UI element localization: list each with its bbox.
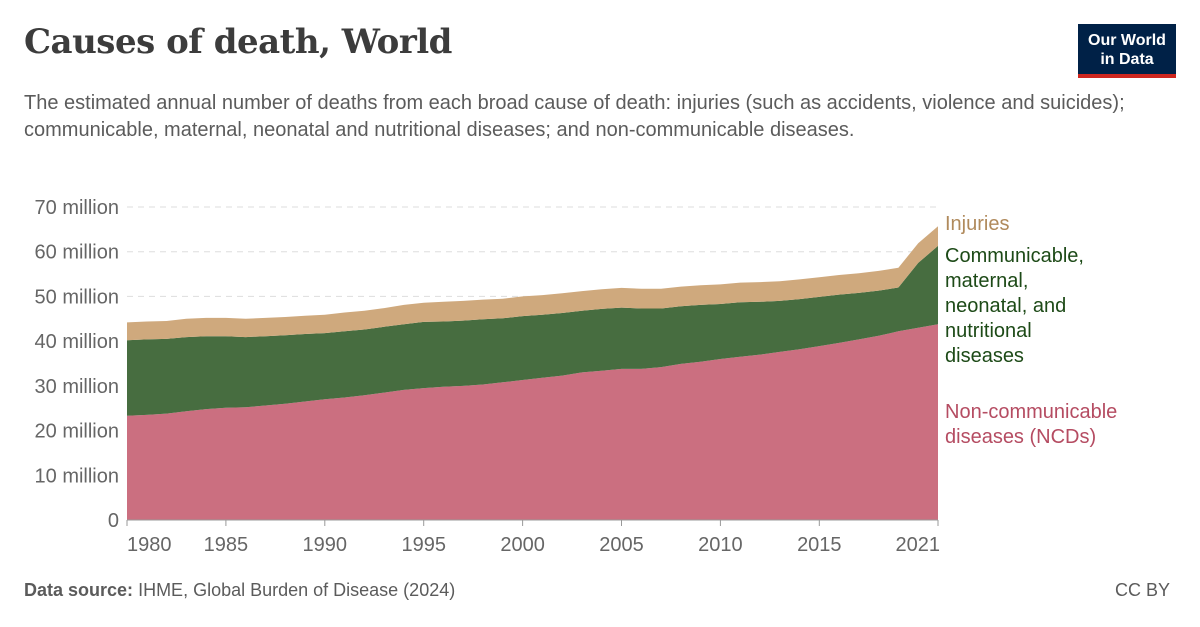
label-ncd: Non-communicable diseases (NCDs)	[945, 401, 1117, 448]
area-injuries[interactable]	[127, 226, 938, 341]
y-tick-label: 30 million	[35, 376, 119, 398]
logo-line-2: in Data	[1100, 51, 1154, 68]
areas	[127, 226, 938, 520]
area-communicable[interactable]	[127, 245, 938, 416]
series-label-line: maternal,	[945, 270, 1028, 292]
x-tick-label: 1990	[303, 534, 348, 556]
series-label-line: nutritional	[945, 320, 1032, 342]
x-tick-label: 1980	[127, 534, 172, 556]
label-injuries: Injuries	[945, 213, 1009, 235]
label-communicable: Communicable, maternal, neonatal, and nutri…	[945, 245, 1084, 367]
chart-title: Causes of death, World	[24, 22, 452, 62]
x-tick-label: 2000	[500, 534, 545, 556]
y-tick-label: 20 million	[35, 421, 119, 443]
x-tick-label: 1985	[204, 534, 249, 556]
y-tick-label: 40 million	[35, 331, 119, 353]
y-tick-label: 10 million	[35, 465, 119, 487]
logo-line-1: Our World	[1088, 32, 1166, 49]
series-label-line: diseases	[945, 345, 1024, 367]
series-label-line: Communicable,	[945, 245, 1084, 267]
y-tick-label: 0	[108, 510, 119, 532]
x-tick-label: 2005	[599, 534, 644, 556]
chart-subtitle: The estimated annual number of deaths fr…	[24, 92, 1125, 141]
owid-logo[interactable]: Our World in Data	[1078, 24, 1176, 78]
y-tick-label: 60 million	[35, 242, 119, 264]
x-tick-label: 2015	[797, 534, 842, 556]
series-label-line: diseases (NCDs)	[945, 426, 1096, 448]
y-tick-label: 70 million	[35, 197, 119, 219]
series-label-line: neonatal, and	[945, 295, 1066, 317]
series-label-line: Non-communicable	[945, 401, 1117, 423]
series-labels: Injuries Communicable, maternal, neonatal, …	[945, 213, 1117, 448]
data-source-text[interactable]: IHME, Global Burden of Disease (2024)	[138, 580, 456, 600]
y-tick-label: 50 million	[35, 286, 119, 308]
axes: 0 10 million 20 million 30 million 40 millio…	[35, 197, 940, 556]
data-source-label: Data source:	[24, 580, 134, 600]
license[interactable]: CC BY	[1114, 580, 1170, 600]
area-ncd[interactable]	[127, 324, 938, 520]
x-tick-label: 2021	[896, 534, 941, 556]
data-source: Data source: IHME, Global Burden of Dise…	[24, 580, 455, 601]
x-tick-label: 1995	[401, 534, 446, 556]
x-tick-label: 2010	[698, 534, 743, 556]
series-label-line: Injuries	[945, 213, 1009, 235]
